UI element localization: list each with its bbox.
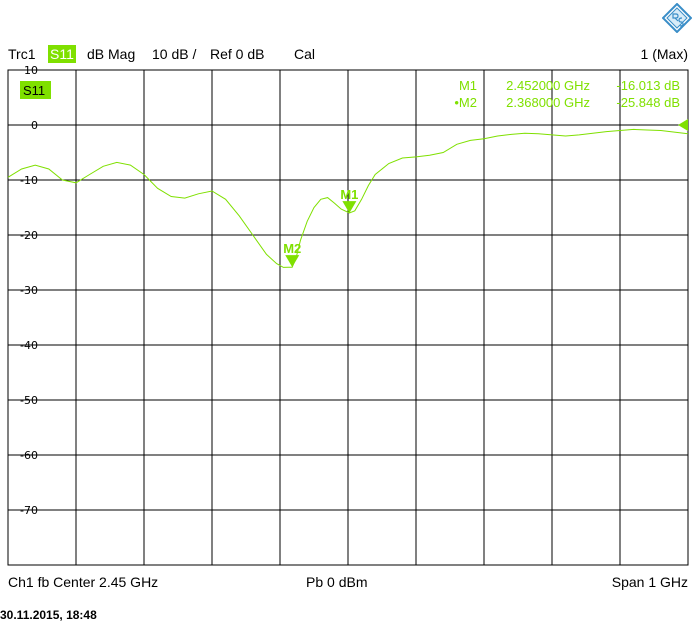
marker-label-m2: M2: [283, 241, 301, 256]
trace-header: Trc1 S11 dB Mag 10 dB / Ref 0 dB Cal 1 (…: [8, 45, 688, 63]
marker-readout-frequency: 2.452000 GHz: [506, 78, 590, 93]
marker-readout-name: M1: [459, 78, 477, 93]
marker-readout: M1 2.452000 GHz -16.013 dB •M2 2.368000 GHz -…: [454, 78, 680, 110]
y-tick-label: 10: [24, 64, 38, 77]
trace-scale[interactable]: 10 dB /: [152, 46, 197, 62]
y-tick-label: -70: [20, 504, 38, 517]
y-tick-label: -10: [20, 174, 38, 187]
trace-count: 1 (Max): [640, 46, 688, 62]
trace-name[interactable]: Trc1: [8, 46, 36, 62]
marker-readout-value: -16.013 dB: [616, 78, 680, 93]
y-axis-ticks: 10 0 -10 -20 -30 -40 -50 -60 -70: [8, 64, 38, 517]
timestamp: 30.11.2015, 18:48: [0, 608, 97, 622]
y-tick-label: -30: [20, 284, 38, 297]
reference-level-arrow-icon: [678, 119, 688, 131]
marker-triangle-m2[interactable]: [285, 255, 300, 268]
channel-power[interactable]: Pb 0 dBm: [306, 574, 368, 590]
marker-readout-name: •M2: [454, 95, 477, 110]
plot-grid: [7, 69, 689, 566]
trace-badge-bg: [20, 81, 51, 99]
channel-footer: Ch1 fb Center 2.45 GHz Pb 0 dBm Span 1 G…: [8, 573, 688, 591]
y-tick-label: -40: [20, 339, 38, 352]
marker-readout-value: -25.848 dB: [616, 95, 680, 110]
y-tick-label: 0: [31, 119, 38, 132]
rohde-schwarz-logo-icon: [661, 2, 693, 34]
trace-markers: M1 M2: [283, 187, 358, 268]
y-tick-label: -60: [20, 449, 38, 462]
marker-label-m1: M1: [340, 187, 358, 202]
calibration-status: Cal: [294, 46, 316, 62]
channel-center[interactable]: Ch1 fb Center 2.45 GHz: [8, 574, 159, 590]
marker-triangle-m1[interactable]: [342, 201, 357, 214]
marker-readout-frequency: 2.368000 GHz: [506, 95, 590, 110]
y-tick-label: -20: [20, 229, 38, 242]
channel-span[interactable]: Span 1 GHz: [611, 574, 688, 590]
marker-readout-row: •M2 2.368000 GHz -25.848 dB: [454, 95, 680, 110]
s-parameter-badge[interactable]: S11: [48, 45, 76, 63]
marker-readout-row: M1 2.452000 GHz -16.013 dB: [459, 78, 680, 93]
trace-badge-label: S11: [23, 83, 45, 98]
reference-level[interactable]: Ref 0 dB: [210, 46, 265, 62]
trace-badge: S11: [20, 81, 51, 99]
y-tick-label: -50: [20, 394, 38, 407]
trace-format[interactable]: dB Mag: [87, 46, 136, 62]
trace-line: [7, 128, 689, 268]
